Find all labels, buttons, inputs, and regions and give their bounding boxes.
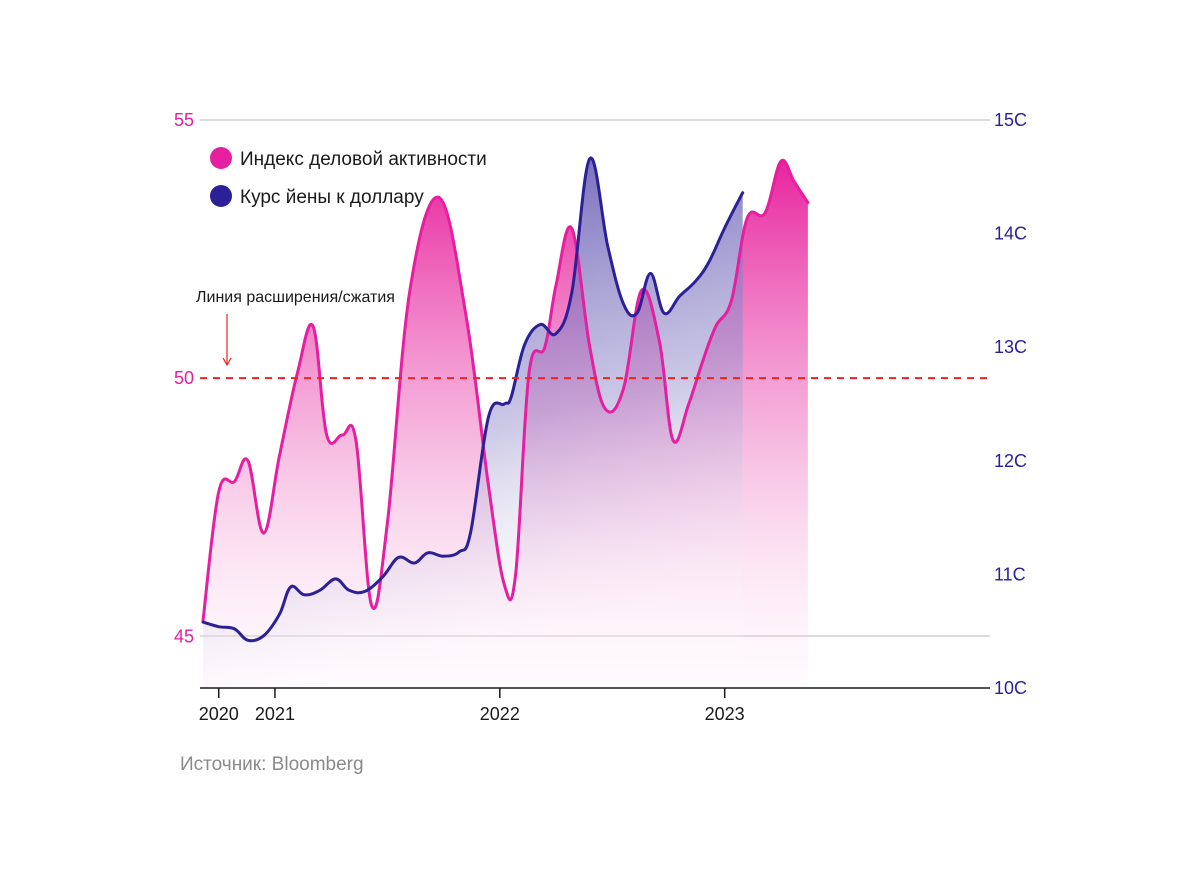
pmi-line xyxy=(201,158,810,623)
right-axis-tick-10C: 10C xyxy=(994,678,1027,698)
legend-pmi-label: Индекс деловой активности xyxy=(240,149,487,170)
right-axis-tick-11C: 11C xyxy=(994,564,1026,584)
x-tick-label-2022: 2022 xyxy=(480,704,520,724)
right-axis-tick-12C: 12C xyxy=(994,451,1027,471)
annotation-label: Линия расширения/сжатия xyxy=(196,289,395,306)
left-axis-tick-55: 55 xyxy=(174,110,194,130)
right-axis-tick-14C: 14C xyxy=(994,224,1027,244)
annotation-arrowhead-icon xyxy=(222,357,232,367)
x-tick-label-2020: 2020 xyxy=(199,704,239,724)
x-tick-label-2021: 2021 xyxy=(255,704,295,724)
legend-pmi-marker xyxy=(210,147,232,169)
source-text: Источник: Bloomberg xyxy=(180,754,364,775)
left-axis-tick-50: 50 xyxy=(174,368,194,388)
legend-yen-marker xyxy=(210,185,232,207)
x-tick-label-2023: 2023 xyxy=(705,704,745,724)
right-axis-tick-15C: 15C xyxy=(994,110,1027,130)
yen-area xyxy=(203,157,743,688)
right-axis-tick-13C: 13C xyxy=(994,337,1027,357)
left-axis-tick-45: 45 xyxy=(174,626,194,646)
legend-yen-label: Курс йены к доллару xyxy=(240,187,424,208)
yen-line xyxy=(201,156,745,643)
